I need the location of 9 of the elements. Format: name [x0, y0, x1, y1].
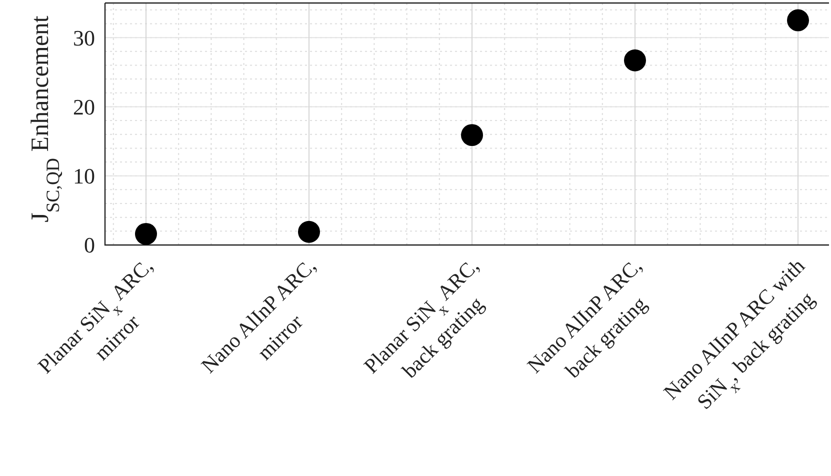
y-tick-label: 20 [73, 94, 95, 120]
point [624, 49, 646, 72]
y-tick-label: 0 [84, 232, 95, 258]
point [298, 220, 320, 243]
y-tick-label: 10 [73, 164, 95, 189]
point [787, 9, 809, 32]
point [135, 222, 157, 245]
point [461, 124, 483, 146]
y-tick-label: 30 [73, 25, 95, 50]
